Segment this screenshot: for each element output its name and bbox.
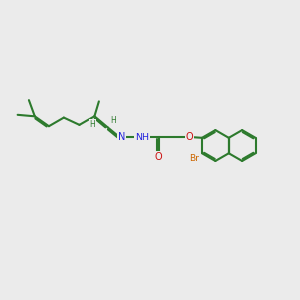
Text: Br: Br [189,154,199,163]
Text: NH: NH [135,133,149,142]
Text: N: N [118,132,125,142]
Text: O: O [155,152,162,161]
Text: H: H [89,120,95,129]
Text: H: H [111,116,116,125]
Text: O: O [186,132,193,142]
